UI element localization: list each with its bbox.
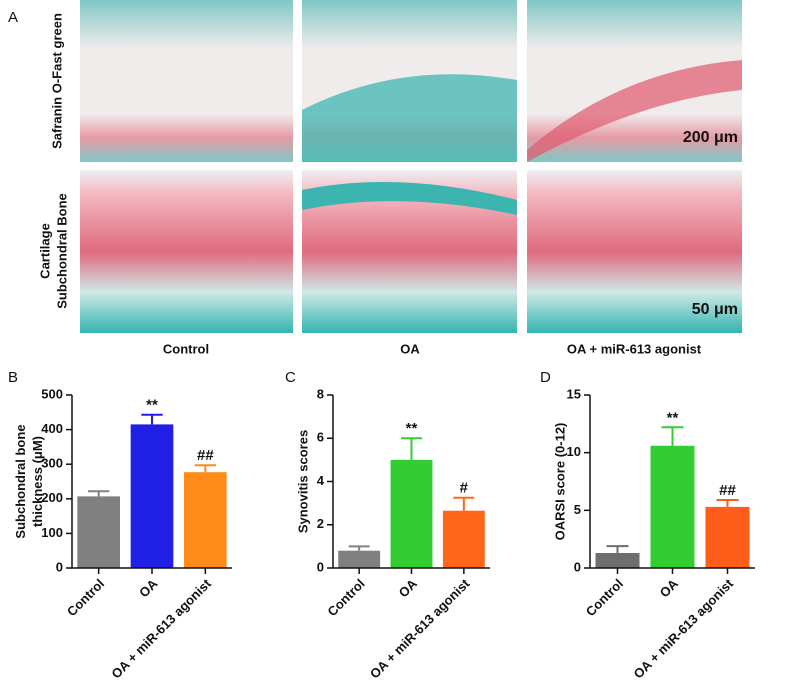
image <box>80 0 293 162</box>
y-axis-label: thickness (μM) <box>30 436 45 527</box>
bar <box>390 459 433 568</box>
axis <box>332 395 490 569</box>
y-axis-label: OARSI score (0-12) <box>552 423 567 541</box>
bar <box>184 472 227 568</box>
x-tick-label: OA + miR-613 agonist <box>631 575 737 681</box>
panel-label: B <box>8 369 18 386</box>
x-tick-label: OA <box>396 576 421 601</box>
y-tick-label: 2 <box>317 516 324 531</box>
panel-label: A <box>8 9 18 26</box>
column-label: Control <box>163 341 209 356</box>
significance-label: ## <box>197 447 214 464</box>
y-tick-label: 0 <box>317 559 324 574</box>
y-axis-label: Synovitis scores <box>295 430 310 533</box>
error-bar <box>141 413 163 425</box>
tissue <box>527 60 742 162</box>
significance-label: # <box>460 480 469 497</box>
x-tick-label: OA <box>136 576 161 601</box>
row-label: Safranin O-Fast green <box>49 13 64 149</box>
significance-label: ** <box>667 409 679 426</box>
row-label: Subchondral Bone <box>54 193 69 309</box>
y-tick-label: 15 <box>567 386 581 401</box>
y-tick-label: 300 <box>41 456 63 471</box>
image <box>527 170 742 333</box>
scale-bar-label: 50 μm <box>692 301 738 318</box>
column-label: OA + miR-613 agonist <box>567 341 702 356</box>
error-bar <box>348 545 370 551</box>
axis <box>589 395 755 569</box>
significance-label: ## <box>719 482 736 499</box>
x-tick-label: OA + miR-613 agonist <box>367 575 473 681</box>
bar <box>77 496 120 568</box>
error-bar <box>194 464 216 473</box>
error-bar <box>453 496 475 511</box>
bar <box>595 553 640 568</box>
x-tick-label: OA + miR-613 agonist <box>108 575 214 681</box>
panel-label: D <box>540 369 551 386</box>
panel-label: C <box>285 369 296 386</box>
y-tick-label: 8 <box>317 386 324 401</box>
y-tick-label: 5 <box>574 502 581 517</box>
bar <box>442 510 485 568</box>
x-tick-label: Control <box>583 576 626 619</box>
x-tick-label: Control <box>324 576 367 619</box>
y-tick-label: 400 <box>41 421 63 436</box>
image <box>80 170 293 333</box>
error-bar <box>401 437 422 460</box>
tissue <box>302 74 517 162</box>
y-tick-label: 500 <box>41 386 63 401</box>
axis <box>71 395 232 569</box>
x-tick-label: OA <box>657 576 682 601</box>
significance-label: ** <box>406 420 418 437</box>
error-bar <box>606 545 629 554</box>
y-tick-label: 200 <box>41 490 63 505</box>
y-axis-label: Subchondral bone <box>13 424 28 538</box>
y-tick-label: 4 <box>317 473 325 488</box>
bar <box>705 506 750 568</box>
significance-label: ** <box>146 397 158 414</box>
error-bar <box>661 426 684 446</box>
bar <box>130 424 174 568</box>
error-bar <box>88 490 110 497</box>
column-label: OA <box>400 341 420 356</box>
y-tick-label: 100 <box>41 525 63 540</box>
y-tick-label: 10 <box>567 444 581 459</box>
histology-images <box>80 0 742 333</box>
row-label: Cartilage <box>37 223 52 279</box>
y-tick-label: 0 <box>56 559 63 574</box>
error-bar <box>716 498 739 507</box>
bar <box>650 445 695 568</box>
x-tick-label: Control <box>64 576 107 619</box>
y-tick-label: 6 <box>317 430 324 445</box>
y-tick-label: 0 <box>574 559 581 574</box>
bar <box>338 550 381 568</box>
scale-bar-label: 200 μm <box>683 129 738 146</box>
tissue <box>302 182 517 215</box>
